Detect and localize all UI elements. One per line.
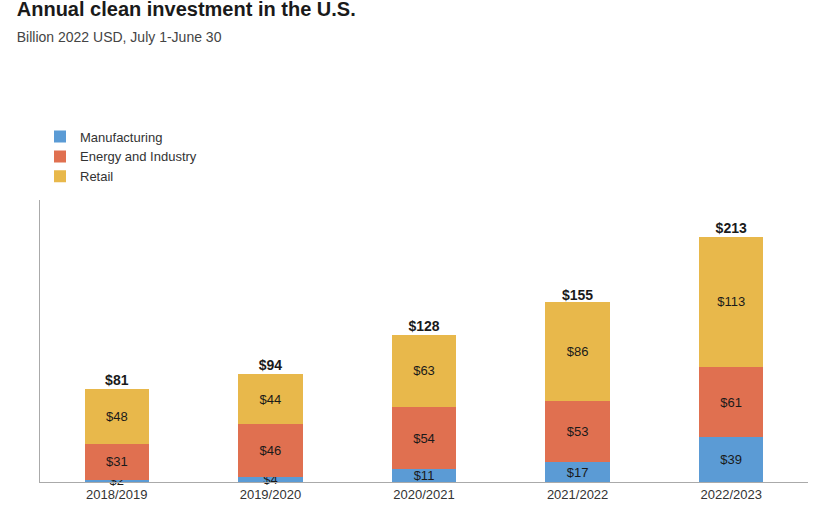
svg-text:2018/2019: 2018/2019 xyxy=(86,487,147,502)
svg-text:$94: $94 xyxy=(259,357,283,373)
svg-text:2021/2022: 2021/2022 xyxy=(547,487,608,502)
svg-text:$11: $11 xyxy=(414,468,435,483)
svg-text:Energy and Industry: Energy and Industry xyxy=(80,149,197,164)
svg-text:$17: $17 xyxy=(567,465,589,480)
svg-text:$31: $31 xyxy=(106,454,128,469)
svg-text:2020/2021: 2020/2021 xyxy=(393,487,454,502)
svg-text:$213: $213 xyxy=(716,220,747,236)
svg-text:$128: $128 xyxy=(408,318,439,334)
svg-text:Manufacturing: Manufacturing xyxy=(80,130,162,145)
svg-text:$48: $48 xyxy=(106,409,128,424)
svg-text:$86: $86 xyxy=(567,344,589,359)
svg-text:$63: $63 xyxy=(413,363,435,378)
svg-text:$53: $53 xyxy=(567,424,589,439)
svg-text:$81: $81 xyxy=(105,372,129,388)
svg-text:$39: $39 xyxy=(720,452,742,467)
svg-text:$4: $4 xyxy=(263,472,277,487)
svg-text:2022/2023: 2022/2023 xyxy=(700,487,761,502)
svg-text:2019/2020: 2019/2020 xyxy=(240,487,301,502)
svg-text:$54: $54 xyxy=(413,431,435,446)
svg-text:$44: $44 xyxy=(260,392,282,407)
svg-text:$2: $2 xyxy=(110,473,124,488)
svg-text:$113: $113 xyxy=(717,294,745,309)
svg-text:Annual clean investment in the: Annual clean investment in the U.S.Billi… xyxy=(17,0,356,45)
svg-text:$155: $155 xyxy=(562,287,593,303)
svg-text:$46: $46 xyxy=(260,443,282,458)
svg-text:Retail: Retail xyxy=(80,169,113,184)
svg-text:$61: $61 xyxy=(720,395,742,410)
